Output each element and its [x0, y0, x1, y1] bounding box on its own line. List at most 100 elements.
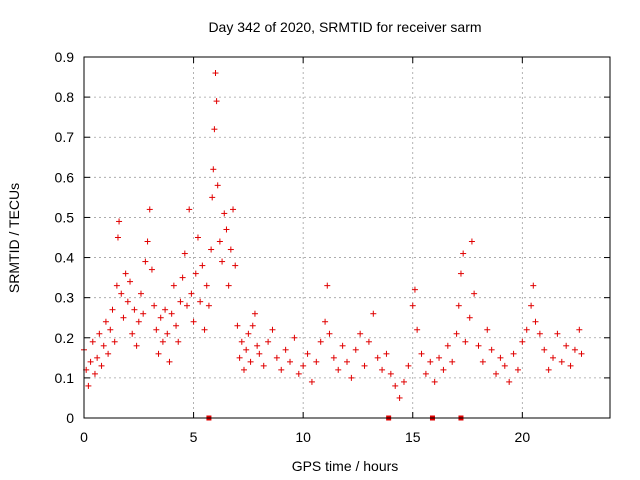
- data-point: [214, 182, 221, 189]
- y-tick-label: 0.3: [55, 290, 75, 306]
- data-point: [127, 278, 134, 285]
- data-point: [365, 338, 372, 345]
- data-point: [194, 234, 201, 241]
- data-point: [236, 354, 243, 361]
- data-point: [142, 258, 149, 265]
- data-point: [519, 338, 526, 345]
- data-point: [322, 318, 329, 325]
- data-point: [175, 338, 182, 345]
- x-tick-label: 15: [405, 429, 421, 445]
- y-axis-label: SRMTID / TECUs: [6, 183, 22, 293]
- data-point: [148, 266, 155, 273]
- data-point: [295, 370, 302, 377]
- data-point: [254, 342, 261, 349]
- data-point: [91, 370, 98, 377]
- data-point: [129, 330, 136, 337]
- data-point: [179, 274, 186, 281]
- data-point: [563, 342, 570, 349]
- data-point: [361, 362, 368, 369]
- data-point: [203, 282, 210, 289]
- data-point: [227, 246, 234, 253]
- data-point: [457, 270, 464, 277]
- data-point: [532, 318, 539, 325]
- data-point: [238, 338, 245, 345]
- data-point: [528, 302, 535, 309]
- data-point: [221, 210, 228, 217]
- data-point: [471, 290, 478, 297]
- data-point: [317, 338, 324, 345]
- data-point: [357, 330, 364, 337]
- data-point: [181, 250, 188, 257]
- data-point: [335, 366, 342, 373]
- data-point: [541, 346, 548, 353]
- grid-lines: [84, 57, 610, 418]
- data-point: [396, 394, 403, 401]
- data-point: [379, 366, 386, 373]
- x-axis-label: GPS time / hours: [292, 458, 399, 474]
- data-point: [208, 246, 215, 253]
- data-point: [168, 310, 175, 317]
- data-point: [113, 282, 120, 289]
- data-point: [107, 326, 114, 333]
- data-point: [232, 262, 239, 269]
- data-point: [427, 358, 434, 365]
- data-point: [186, 206, 193, 213]
- data-point: [100, 342, 107, 349]
- data-point: [392, 382, 399, 389]
- data-point: [247, 358, 254, 365]
- data-point: [431, 378, 438, 385]
- data-point: [484, 326, 491, 333]
- data-point: [213, 98, 220, 105]
- y-tick-label: 0.9: [55, 49, 75, 65]
- data-point: [414, 326, 421, 333]
- data-point: [370, 310, 377, 317]
- data-point: [455, 302, 462, 309]
- data-point: [576, 326, 583, 333]
- data-point: [211, 126, 218, 133]
- data-point: [514, 366, 521, 373]
- x-tick-label: 5: [190, 429, 198, 445]
- data-point: [501, 362, 508, 369]
- data-point: [304, 350, 311, 357]
- x-tick-label: 0: [80, 429, 88, 445]
- data-point: [192, 270, 199, 277]
- data-point: [240, 366, 247, 373]
- data-point: [133, 342, 140, 349]
- data-point: [493, 370, 500, 377]
- data-point: [243, 346, 250, 353]
- data-point: [199, 262, 206, 269]
- data-point: [124, 298, 131, 305]
- data-point: [468, 238, 475, 245]
- data-point: [184, 302, 191, 309]
- data-point: [449, 358, 456, 365]
- data-point: [352, 346, 359, 353]
- data-point: [144, 238, 151, 245]
- data-point: [225, 282, 232, 289]
- data-point: [273, 354, 280, 361]
- data-point: [308, 378, 315, 385]
- data-point: [466, 314, 473, 321]
- data-point: [131, 306, 138, 313]
- data-point: [197, 298, 204, 305]
- y-tick-label: 0.7: [55, 129, 75, 145]
- data-point: [383, 350, 390, 357]
- data-point: [436, 354, 443, 361]
- data-point: [223, 226, 230, 233]
- data-point: [102, 318, 109, 325]
- data-point: [89, 338, 96, 345]
- data-point: [85, 382, 92, 389]
- data-point: [146, 206, 153, 213]
- data-point: [205, 302, 212, 309]
- data-point: [550, 354, 557, 361]
- data-point: [157, 314, 164, 321]
- y-axis-ticks: 0 0.1 0.2 0.3 0.4 0.5 0.6 0.7 0.8 0.9: [55, 49, 610, 426]
- data-point: [216, 238, 223, 245]
- data-point: [453, 330, 460, 337]
- data-point: [135, 318, 142, 325]
- data-point: [260, 362, 267, 369]
- data-point: [162, 306, 169, 313]
- data-point: [219, 258, 226, 265]
- data-point: [339, 342, 346, 349]
- data-point: [523, 326, 530, 333]
- data-point: [374, 354, 381, 361]
